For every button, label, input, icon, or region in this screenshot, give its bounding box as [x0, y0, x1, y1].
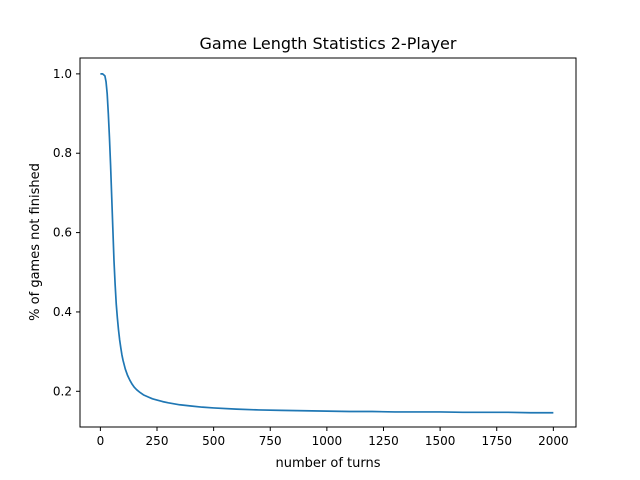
chart-title: Game Length Statistics 2-Player: [200, 34, 457, 53]
x-tick-label: 500: [202, 434, 225, 448]
y-tick-label: 0.2: [53, 384, 72, 398]
axes-frame: [79, 57, 577, 428]
y-tick-label: 1.0: [53, 67, 72, 81]
y-tick-label: 0.4: [53, 305, 72, 319]
x-tick-label: 1750: [481, 434, 512, 448]
x-tick-label: 1500: [425, 434, 456, 448]
x-axis: 0 250 500 750 1000 1250 1500 1750 2000: [97, 427, 569, 448]
x-tick-label: 1000: [312, 434, 343, 448]
series-line: [100, 73, 554, 414]
x-tick-label: 250: [146, 434, 169, 448]
x-tick-label: 1250: [368, 434, 399, 448]
y-axis-label: % of games not finished: [28, 163, 43, 321]
plot-area: [100, 73, 554, 414]
x-tick-label: 750: [259, 434, 282, 448]
x-tick-label: 0: [97, 434, 105, 448]
y-axis: 0.2 0.4 0.6 0.8 1.0: [53, 67, 80, 398]
x-axis-label: number of turns: [276, 456, 381, 471]
x-tick-label: 2000: [538, 434, 569, 448]
y-tick-label: 0.6: [53, 226, 72, 240]
y-tick-label: 0.8: [53, 146, 72, 160]
